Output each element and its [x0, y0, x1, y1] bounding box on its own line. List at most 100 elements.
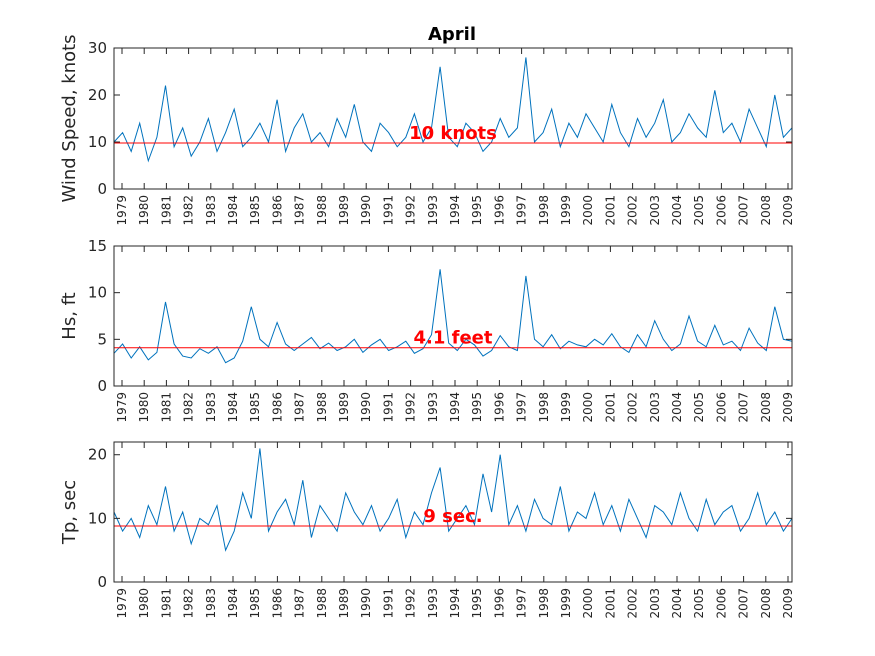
series-line: [113, 269, 793, 364]
x-tick-label: 2002: [626, 392, 640, 423]
y-tick-label: 20: [88, 86, 107, 104]
x-tick-label: 2004: [670, 392, 684, 423]
x-tick-label: 1981: [159, 588, 173, 619]
axes-frame: [113, 47, 793, 190]
x-tick-label: 1997: [515, 195, 529, 226]
x-tick-label: 2000: [581, 195, 595, 226]
x-tick-label: 1981: [159, 195, 173, 226]
x-tick-label: 1986: [270, 195, 284, 226]
x-tick-label: 2003: [648, 588, 662, 619]
panel-2: 4.1 feet 0 5 10 15 1979 1980 1981 1982 1983 1984 19…: [59, 237, 795, 423]
y-tick-label: 0: [97, 573, 107, 591]
x-tick-label: 2009: [781, 392, 795, 423]
x-tick-label: 1991: [381, 588, 395, 619]
x-tick-label: 2009: [781, 195, 795, 226]
x-tick-label: 2003: [648, 392, 662, 423]
x-tick-label: 1995: [470, 392, 484, 423]
x-tick-label: 2001: [603, 588, 617, 619]
x-tick-label: 2007: [737, 195, 751, 226]
x-tick-label: 1987: [293, 195, 307, 226]
x-tick-label: 1987: [293, 392, 307, 423]
axes-frame: [113, 441, 793, 583]
x-tick-label: 1986: [270, 392, 284, 423]
x-tick-label: 2002: [626, 588, 640, 619]
x-tick-label: 1998: [537, 195, 551, 226]
x-tick-label: 1998: [537, 392, 551, 423]
panel-1: 10 knots 0 10 20 30 1979 1980 1981 1982 1983 1984 1…: [59, 34, 795, 225]
x-tick-label: 1997: [515, 392, 529, 423]
axes-frame: [113, 245, 793, 387]
x-tick-label: 1988: [315, 195, 329, 226]
x-tick-label: 1981: [159, 392, 173, 423]
x-tick-label: 2005: [692, 392, 706, 423]
series-line: [113, 448, 793, 552]
y-axis-label: Tp, sec: [59, 480, 80, 545]
x-tick-label: 1984: [226, 588, 240, 619]
x-tick-label: 2009: [781, 588, 795, 619]
x-tick-label: 2006: [714, 195, 728, 226]
chart-title: April: [428, 24, 476, 45]
x-tick-label: 1983: [204, 392, 218, 423]
y-tick-label: 10: [88, 284, 107, 302]
x-tick-label: 2004: [670, 195, 684, 226]
x-tick-label: 1999: [559, 392, 573, 423]
x-tick-label: 1985: [248, 195, 262, 226]
x-tick-label: 1984: [226, 195, 240, 226]
x-tick-label: 1994: [448, 392, 462, 423]
y-tick-label: 30: [88, 39, 107, 57]
reference-label: 4.1 feet: [413, 328, 492, 349]
x-tick-label: 2008: [759, 195, 773, 226]
y-axis-label: Hs, ft: [59, 292, 80, 339]
x-tick-label: 1991: [381, 195, 395, 226]
x-tick-label: 1999: [559, 195, 573, 226]
x-tick-label: 1993: [426, 392, 440, 423]
x-tick-label: 2005: [692, 588, 706, 619]
x-tick-label: 1980: [137, 195, 151, 226]
x-tick-label: 2006: [714, 588, 728, 619]
x-tick-label: 1990: [359, 195, 373, 226]
x-tick-label: 1993: [426, 195, 440, 226]
y-tick-label: 20: [88, 446, 107, 464]
x-tick-label: 2000: [581, 392, 595, 423]
x-tick-label: 2006: [714, 392, 728, 423]
reference-label: 10 knots: [409, 123, 497, 144]
y-axis-label: Wind Speed, knots: [59, 34, 80, 202]
y-tick-label: 0: [97, 180, 107, 198]
x-tick-label: 1980: [137, 392, 151, 423]
x-tick-label: 1980: [137, 588, 151, 619]
x-tick-label: 1996: [492, 392, 506, 423]
x-tick-label: 2005: [692, 195, 706, 226]
x-tick-label: 1992: [404, 392, 418, 423]
x-tick-label: 2004: [670, 588, 684, 619]
x-tick-label: 1999: [559, 588, 573, 619]
y-tick-label: 5: [97, 330, 107, 348]
series-line: [113, 57, 793, 163]
x-tick-label: 2000: [581, 588, 595, 619]
x-tick-label: 1996: [492, 195, 506, 226]
x-tick-label: 1992: [404, 588, 418, 619]
x-tick-label: 2008: [759, 392, 773, 423]
x-tick-label: 1982: [182, 588, 196, 619]
x-tick-label: 1985: [248, 588, 262, 619]
x-tick-label: 1987: [293, 588, 307, 619]
x-tick-label: 1982: [182, 392, 196, 423]
x-tick-label: 2007: [737, 392, 751, 423]
x-tick-label: 2001: [603, 195, 617, 226]
x-tick-label: 1989: [337, 392, 351, 423]
x-tick-label: 1985: [248, 392, 262, 423]
x-tick-label: 2002: [626, 195, 640, 226]
x-tick-label: 1995: [470, 588, 484, 619]
x-tick-label: 1991: [381, 392, 395, 423]
x-tick-label: 1983: [204, 195, 218, 226]
x-tick-label: 2001: [603, 392, 617, 423]
x-tick-label: 2007: [737, 588, 751, 619]
x-tick-label: 1994: [448, 588, 462, 619]
reference-label: 9 sec.: [423, 506, 482, 527]
x-tick-label: 1997: [515, 588, 529, 619]
y-tick-label: 15: [88, 237, 107, 255]
x-tick-label: 1993: [426, 588, 440, 619]
x-tick-label: 1990: [359, 588, 373, 619]
x-tick-label: 1988: [315, 588, 329, 619]
x-tick-label: 1982: [182, 195, 196, 226]
